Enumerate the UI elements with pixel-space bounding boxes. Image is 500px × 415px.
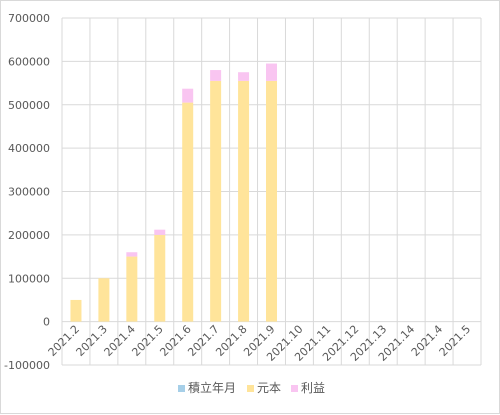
bar-segment [266,80,277,322]
legend-label: 元本 [257,381,281,395]
x-axis-tick-labels: 2021.22021.32021.42021.52021.62021.72021… [46,323,473,364]
bar-segment [98,278,110,322]
y-tick-label: 700000 [8,12,50,25]
legend-swatch [247,385,254,392]
bar-segment [154,229,166,235]
y-tick-label: -100000 [4,359,50,372]
bar-segment [238,80,250,322]
legend-label: 積立年月 [188,380,236,395]
x-tick-label: 2021.5 [437,323,473,359]
y-tick-label: 0 [43,316,50,329]
bar-segment [182,88,194,103]
y-tick-label: 300000 [8,186,50,199]
y-axis-tick-labels: -100000 0 100000 200000 300000 400000 500000 60… [4,12,50,372]
y-tick-label: 100000 [8,272,50,285]
y-tick-label: 400000 [8,142,50,155]
y-tick-label: 600000 [8,55,50,68]
legend-swatch [178,385,185,392]
legend: 積立年月 元本 利益 [178,380,325,395]
bar-segment [126,252,138,257]
bar-segment [126,256,138,322]
bar-segment [210,80,222,322]
bar-segment [238,72,250,81]
legend-label: 利益 [301,381,325,395]
y-tick-label: 200000 [8,229,50,242]
legend-swatch [291,385,298,392]
bar-segment [154,234,166,322]
bar-segment [70,299,82,322]
bars [70,63,277,322]
gridlines [61,17,482,366]
bar-segment [210,70,222,81]
y-tick-label: 500000 [8,99,50,112]
bar-segment [266,63,277,81]
bar-segment [182,102,194,322]
